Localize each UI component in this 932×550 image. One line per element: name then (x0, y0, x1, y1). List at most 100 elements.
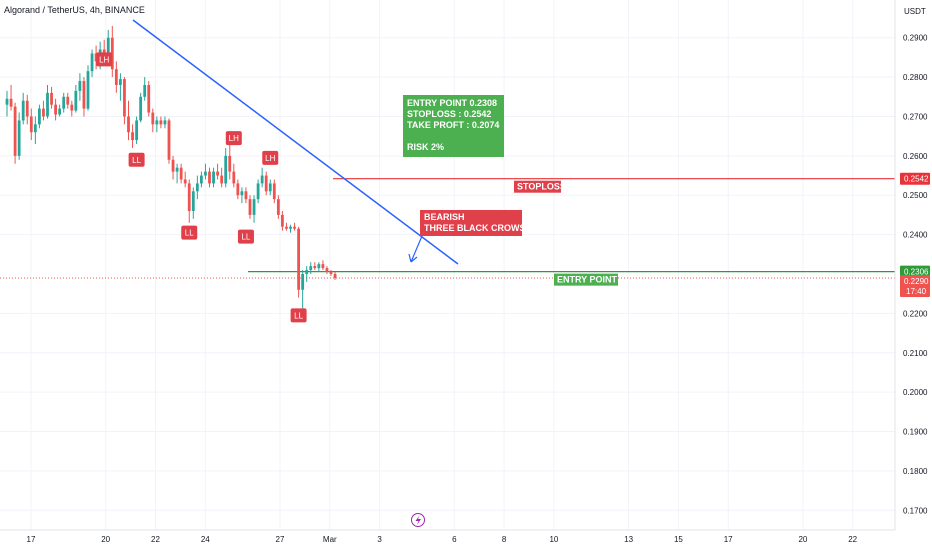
candle-body (25, 100, 29, 117)
time-tick-label: 20 (101, 535, 110, 544)
pivot-label: LH (229, 134, 239, 143)
candle-body (171, 159, 175, 172)
candle-body (183, 179, 187, 184)
time-tick-label: 27 (276, 535, 285, 544)
price-tick-label: 0.1700 (903, 506, 928, 515)
candle-body (127, 116, 130, 133)
pattern-box (420, 210, 522, 236)
candle-body (143, 84, 147, 97)
candle-body (33, 124, 37, 133)
candle-body (309, 266, 313, 271)
pivot-badge (225, 131, 242, 146)
price-tick-label: 0.2100 (903, 349, 928, 358)
time-tick-label: 15 (674, 535, 683, 544)
candle-body (21, 100, 25, 121)
price-tick-label: 0.2200 (903, 309, 928, 318)
price-tick-label: 0.2800 (903, 73, 928, 82)
pivot-label: LL (294, 311, 303, 320)
price-tick-label: 0.2400 (903, 231, 928, 240)
price-tick-label: 0.1800 (903, 467, 928, 476)
candle-body (50, 92, 53, 105)
time-tick-label: 17 (724, 535, 733, 544)
candle-body (54, 104, 57, 115)
candle-body (305, 270, 309, 274)
candle-body (236, 183, 240, 196)
candle-body (281, 214, 284, 227)
pivot-badge (237, 229, 254, 244)
pivot-label: LH (265, 154, 275, 163)
countdown-label: 17:40 (906, 287, 927, 296)
level-lines (0, 178, 895, 279)
candle-body (42, 108, 45, 117)
time-tick-label: 13 (624, 535, 633, 544)
price-tick-label: 0.1900 (903, 428, 928, 437)
time-axis[interactable]: 17 20 22 24 27 Mar 3 6 8 10 13 15 17 20 22 (27, 535, 858, 544)
candle-body (264, 175, 268, 192)
stoploss-label: STOPLOSS (517, 182, 566, 192)
candle-body (232, 171, 236, 184)
time-tick-label: 3 (377, 535, 382, 544)
chart-title: Algorand / TetherUS, 4h, BINANCE (4, 5, 145, 15)
candle-body (46, 92, 49, 117)
candle-body (204, 171, 207, 176)
lightning-icon[interactable] (411, 513, 425, 527)
entry-label: ENTRY POINT (557, 275, 618, 285)
time-tick-label: 22 (151, 535, 160, 544)
candle-body (216, 171, 219, 176)
candle-body (297, 228, 300, 290)
pattern-arrow (408, 235, 423, 263)
pivot-label: LL (241, 233, 250, 242)
time-tick-label: 24 (201, 535, 210, 544)
candle-body (139, 96, 143, 121)
price-tick-label: 0.2600 (903, 152, 928, 161)
candle-body (179, 167, 183, 180)
trendline-layer[interactable] (132, 19, 459, 265)
level-price-label: 0.2306 (904, 268, 929, 277)
candle-body (114, 69, 118, 85)
candle-body (333, 274, 337, 278)
candle-body (38, 108, 41, 125)
candle-body (94, 53, 98, 62)
level-price-tag (900, 265, 930, 278)
stoploss-label-bg (514, 180, 561, 193)
current-price-tag (900, 274, 930, 297)
candle-body (313, 266, 317, 269)
price-tick-label: 0.2500 (903, 191, 928, 200)
trendline (132, 19, 459, 265)
candle-body (220, 175, 224, 184)
pattern-box-line: THREE BLACK CROWS (424, 223, 526, 233)
candle-body (135, 120, 138, 141)
candle-body (260, 175, 264, 184)
pivot-label: LH (99, 55, 109, 64)
candle-body (195, 183, 199, 192)
info-box-line: TAKE PROFT : 0.2074 (407, 120, 499, 130)
candle-body (70, 104, 74, 111)
candle-body (175, 167, 179, 172)
info-box-line: RISK 2% (407, 142, 444, 152)
candle-body (187, 183, 191, 211)
pivot-badge (96, 52, 113, 67)
candle-body (9, 98, 13, 107)
pivot-badge (262, 150, 279, 165)
level-price-tag (900, 172, 930, 185)
candle-body (329, 272, 333, 274)
candle-body (256, 183, 260, 200)
pivot-label: LL (185, 229, 194, 238)
price-tick-label: 0.2700 (903, 112, 928, 121)
candle-body (321, 264, 325, 269)
candle-body (163, 120, 167, 125)
time-tick-label: 8 (502, 535, 507, 544)
axis-unit: USDT (904, 7, 926, 16)
price-axis[interactable]: 0.2900 0.2800 0.2700 0.2600 0.2500 0.2400 0.22… (900, 34, 930, 516)
candle-body (151, 112, 155, 125)
candle-body (86, 71, 90, 109)
price-tick-label: 0.2000 (903, 388, 928, 397)
candle-body (325, 268, 329, 273)
candle-body (62, 96, 66, 109)
candle-body (208, 171, 211, 184)
price-tick-label: 0.2900 (903, 34, 928, 43)
candle-body (301, 274, 305, 290)
